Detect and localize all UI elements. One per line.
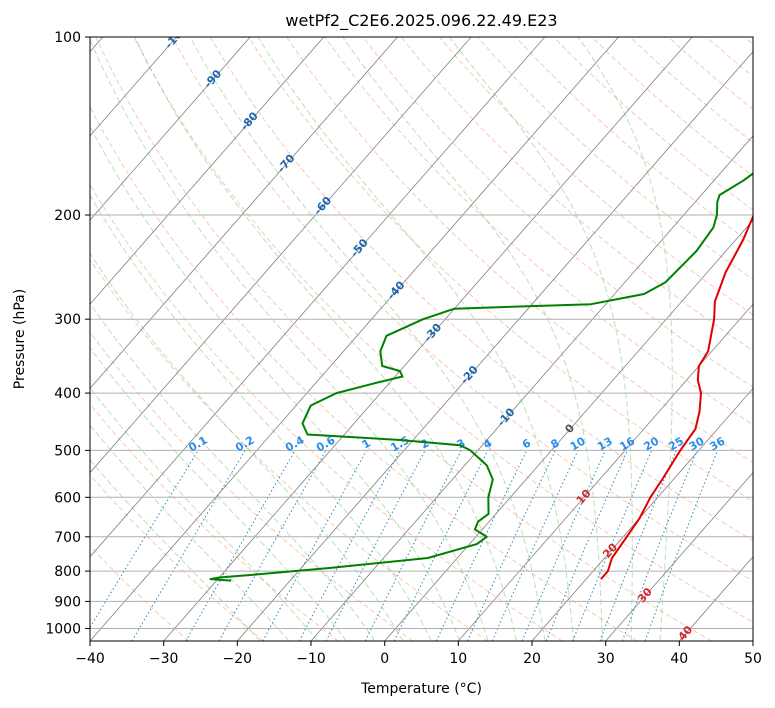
moist-adiabat-line: [342, 37, 603, 641]
isotherm-line: [752, 640, 753, 641]
moist-adiabat-line: [90, 459, 261, 641]
dry-adiabat-line: [90, 474, 264, 641]
moist-adiabat-line: [90, 302, 376, 641]
x-tick-label: 20: [523, 651, 541, 667]
moist-adiabat-line: [189, 37, 546, 641]
y-tick-label: 300: [54, 312, 81, 328]
isotherm-line: [90, 37, 619, 641]
mixing-ratio-line: [521, 450, 606, 641]
dry-adiabat-line: [438, 37, 753, 316]
dry-adiabat-line: [90, 183, 563, 641]
moist-adiabat-line: [134, 37, 517, 641]
y-tick-label: 400: [54, 386, 81, 402]
moist-adiabat-line: [90, 194, 432, 641]
mixing-ratio-line: [572, 450, 653, 641]
mixing-ratio-line: [262, 450, 368, 641]
dry-adiabat-line: [133, 37, 753, 623]
x-axis-label: Temperature (°C): [360, 681, 482, 697]
mixing-ratio-line: [364, 450, 462, 641]
profile-lines: [209, 172, 753, 582]
dry-adiabat-line: [171, 37, 753, 582]
isotherm-line: [605, 472, 753, 641]
y-tick-label: 600: [54, 490, 81, 506]
isotherm-line: [457, 303, 753, 641]
y-tick-label: 200: [54, 208, 81, 224]
mixing-ratio-line: [621, 450, 698, 641]
x-tick-label: 10: [449, 651, 467, 667]
moist-adiabat-line: [90, 252, 404, 641]
dry-adiabat-line: [90, 403, 339, 641]
mixing-ratio-line: [90, 450, 199, 629]
x-axis: −40 −30 −20 −10 0 10 20 30 40 50: [75, 641, 762, 667]
moist-adiabat-line: [90, 387, 319, 641]
dry-adiabat-line: [95, 37, 712, 641]
y-axis: 100 200 300 400 500 600 700 800 900 1000: [45, 30, 90, 638]
moist-adiabat-line: [90, 424, 290, 641]
mixing-ratio-line: [599, 450, 677, 641]
temperature-line: [600, 214, 753, 580]
dewpoint-line: [209, 172, 753, 582]
y-axis-label: Pressure (hPa): [12, 289, 28, 389]
mixing-ratio-line: [644, 450, 719, 641]
mixing-ratio-line: [298, 450, 401, 641]
chart-title: wetPf2_C2E6.2025.096.22.49.E23: [285, 11, 557, 31]
dry-adiabat-line: [90, 258, 488, 641]
x-tick-label: 40: [670, 651, 688, 667]
x-tick-label: −40: [75, 651, 105, 667]
moist-adiabat-line: [90, 125, 461, 641]
y-tick-label: 500: [54, 443, 81, 459]
x-tick-label: −20: [223, 651, 253, 667]
x-tick-label: 30: [597, 651, 615, 667]
x-tick-label: 0: [380, 651, 389, 667]
isotherm-line: [236, 51, 753, 641]
moist-adiabat-line: [448, 37, 633, 641]
mixing-ratio-line: [393, 450, 489, 641]
plot-frame: [89, 36, 754, 642]
y-tick-label: 1000: [45, 622, 81, 638]
moist-adiabat-line: [90, 346, 347, 641]
dry-adiabat-line: [324, 37, 753, 426]
moist-adiabat-line: [257, 37, 575, 641]
isotherm-line: [90, 37, 251, 221]
background-lines: [90, 37, 753, 641]
isotherm-line: [531, 387, 753, 641]
isotherm-line: [90, 37, 546, 558]
isotherm-line: [90, 37, 325, 305]
isotherm-line: [310, 135, 753, 641]
isotherm-line: [163, 37, 693, 641]
moist-adiabat-line: [90, 38, 489, 641]
y-tick-label: 700: [54, 530, 81, 546]
plot-background: [90, 37, 753, 641]
mixing-ratio-line: [545, 450, 628, 641]
isotherm-line: [384, 219, 753, 641]
isotherm-line: [90, 37, 398, 390]
y-tick-label: 900: [54, 594, 81, 610]
x-tick-label: −30: [149, 651, 179, 667]
dry-adiabat-line: [400, 37, 753, 352]
isotherm-line: [90, 37, 472, 474]
x-tick-label: 50: [744, 651, 762, 667]
y-tick-label: 800: [54, 564, 81, 580]
x-tick-label: −10: [296, 651, 326, 667]
mixing-ratio-line: [218, 450, 327, 641]
dry-adiabat-line: [248, 37, 753, 502]
y-tick-label: 100: [54, 30, 81, 46]
moist-adiabat-line: [577, 37, 673, 641]
